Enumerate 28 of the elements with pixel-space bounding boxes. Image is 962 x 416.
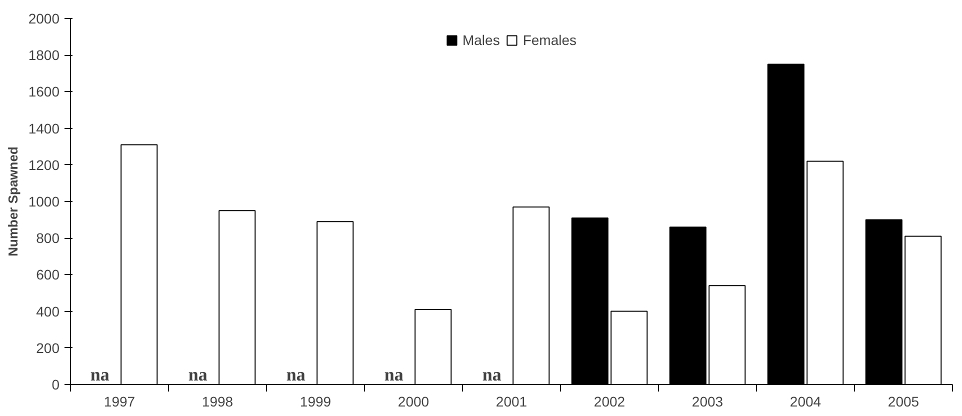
x-tick-label: 2005: [888, 394, 920, 410]
y-axis-title: Number Spawned: [5, 146, 20, 256]
x-tick-label: 1998: [202, 394, 234, 410]
x-tick-label: 1997: [104, 394, 136, 410]
y-tick-label: 600: [36, 266, 60, 283]
x-tick-label: 2001: [496, 394, 528, 410]
x-tick-label: 2002: [594, 394, 626, 410]
x-tick-label: 2004: [790, 394, 822, 410]
text: na: [286, 364, 306, 384]
text: na: [188, 364, 208, 384]
text: na: [482, 364, 502, 384]
y-tick-label: 1800: [28, 47, 60, 64]
y-tick-label: 800: [36, 230, 60, 246]
y-tick-label: 1000: [28, 194, 60, 210]
x-tick-label: 2003: [692, 394, 724, 410]
y-tick-label: 200: [36, 340, 60, 356]
y-tick-label: 1600: [28, 84, 60, 100]
legend-label: Males: [462, 32, 500, 48]
y-tick-label: 400: [36, 303, 60, 320]
text: na: [90, 364, 110, 384]
x-tick-label: 1999: [300, 394, 332, 410]
text: na: [384, 364, 404, 384]
y-tick-label: 0: [52, 376, 60, 392]
legend-label: Females: [522, 32, 577, 48]
y-tick-label: 2000: [28, 10, 60, 26]
x-tick-label: 2000: [398, 394, 430, 410]
y-tick-label: 1400: [28, 120, 60, 136]
y-tick-label: 1200: [28, 156, 60, 173]
